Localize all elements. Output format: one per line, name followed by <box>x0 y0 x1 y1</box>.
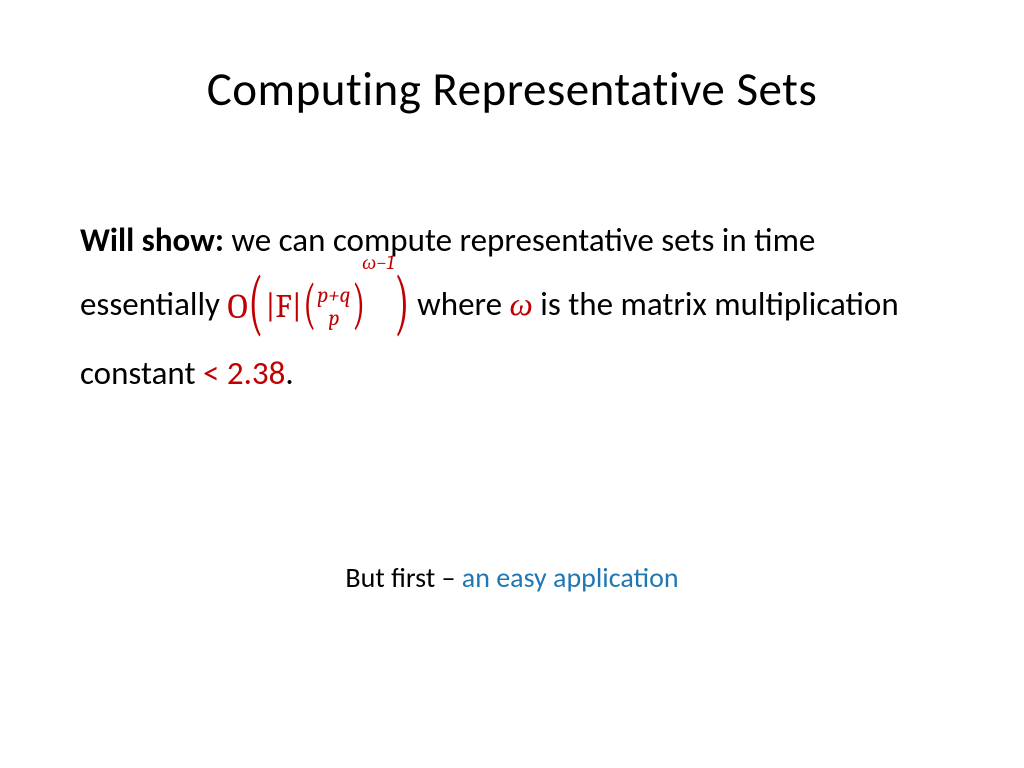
exponent: ω−1 <box>362 253 394 273</box>
binom-top: p+q <box>317 284 351 307</box>
binom-bottom: p <box>328 307 339 330</box>
r-paren-inner: ) <box>352 276 365 332</box>
set-f: |F| <box>263 291 304 323</box>
l-paren-inner: ( <box>303 276 316 332</box>
subtitle-black: But first – <box>345 560 461 595</box>
subtitle: But first – an easy application <box>0 560 1024 595</box>
l-paren-outer: ( <box>248 267 263 339</box>
math-formula: O(|F|(p+qp)ω−1) <box>227 271 409 343</box>
lead-bold: Will show: <box>80 220 224 260</box>
subtitle-blue: an easy application <box>462 560 679 595</box>
constant-value: < 2.38 <box>203 353 285 393</box>
binomial: p+qp <box>315 284 353 330</box>
after-math: where <box>410 284 510 324</box>
r-paren-outer: ) <box>394 267 409 339</box>
slide-body: Will show: we can compute representative… <box>80 210 950 404</box>
omega: ω <box>509 286 532 324</box>
slide: Computing Representative Sets Will show:… <box>0 0 1024 768</box>
period: . <box>285 353 293 393</box>
big-o: O <box>227 290 247 324</box>
slide-title: Computing Representative Sets <box>0 60 1024 118</box>
